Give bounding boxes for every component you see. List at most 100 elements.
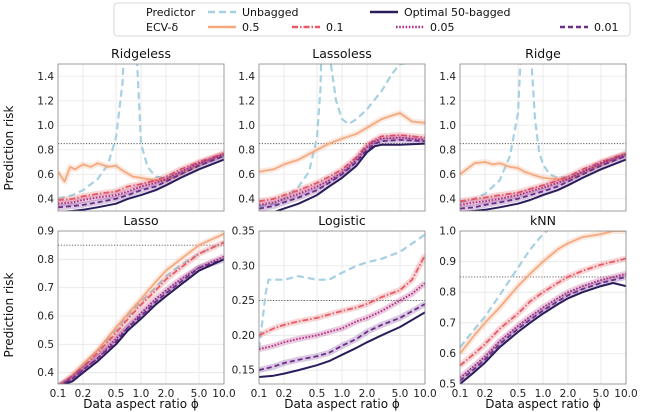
xtick-label: 5.0 — [593, 388, 610, 400]
series-group — [58, 231, 224, 384]
series-0-1 — [259, 134, 425, 203]
xtick-label: 1.0 — [334, 388, 351, 400]
ytick-label: 0.15 — [232, 365, 255, 377]
series-0-01 — [61, 258, 224, 384]
xtick-label: 1.0 — [133, 388, 150, 400]
series-0-01 — [259, 138, 425, 210]
series-unbagged — [59, 241, 224, 384]
axes-frame — [57, 230, 225, 385]
ytick-label: 0.5 — [439, 379, 456, 391]
series-optimal-50-bagged — [259, 311, 425, 378]
ytick-label: 1.0 — [439, 120, 456, 132]
panel-title: Logistic — [318, 213, 366, 228]
series-group — [259, 233, 425, 378]
series-unbagged — [460, 231, 549, 348]
ytick-label: 0.5 — [37, 339, 54, 351]
series-0-1 — [259, 254, 425, 337]
panel-lassoless: 0.4 0.6 0.8 1.0 1.2 1.4 Lassoless — [238, 46, 426, 212]
ytick-label: 0.8 — [37, 144, 54, 156]
ylabel-top: Prediction risk — [2, 106, 16, 191]
xtick-label: 0.1 — [251, 388, 268, 400]
series-optimal-50-bagged — [460, 282, 626, 384]
ytick-label: 0.6 — [37, 169, 54, 181]
series-0-05 — [259, 282, 425, 351]
series-unbagged — [58, 64, 224, 200]
axes-frame — [57, 63, 225, 212]
legend-label-optimal: Optimal 50-bagged — [404, 6, 510, 19]
ytick-label: 0.6 — [439, 169, 456, 181]
xtick-label: 2.0 — [158, 388, 175, 400]
legend-frame — [113, 2, 631, 37]
ytick-label: 1.0 — [238, 120, 255, 132]
xtick-label: 10.0 — [614, 388, 637, 400]
axes-frame — [258, 230, 426, 385]
series-0-5 — [58, 152, 224, 183]
legend-label-d01: 0.1 — [326, 21, 344, 34]
ytick-label: 0.8 — [439, 287, 456, 299]
ytick-label: 0.7 — [37, 282, 54, 294]
legend: Predictor ECV-δ Unbagged Optimal 50-bagg… — [113, 2, 631, 37]
ytick-label: 0.4 — [439, 193, 456, 205]
ytick-label: 1.2 — [439, 95, 456, 107]
ytick-label: 1.2 — [238, 95, 255, 107]
xtick-label: 0.5 — [510, 388, 527, 400]
series-group — [58, 64, 224, 211]
series-0-05 — [61, 255, 224, 384]
axes-frame — [459, 63, 627, 212]
ytick-label: 0.6 — [238, 169, 255, 181]
xtick-label: 5.0 — [392, 388, 409, 400]
legend-label-unbagged: Unbagged — [242, 6, 298, 19]
xtick-label: 0.1 — [50, 388, 67, 400]
xtick-label: 0.2 — [477, 388, 494, 400]
series-0-1 — [460, 152, 626, 203]
xtick-label: 0.1 — [452, 388, 469, 400]
xtick-label: 1.0 — [535, 388, 552, 400]
series-0-5 — [60, 232, 224, 384]
series-optimal-50-bagged — [60, 158, 224, 211]
ytick-label: 1.2 — [37, 95, 54, 107]
series-group — [460, 64, 626, 211]
series-optimal-50-bagged — [62, 258, 224, 384]
legend-label-d001: 0.01 — [594, 21, 619, 34]
ytick-label: 1.0 — [439, 226, 456, 238]
ytick-label: 0.9 — [37, 226, 54, 238]
panel-title: Ridgeless — [111, 46, 171, 61]
ytick-label: 0.6 — [439, 348, 456, 360]
xtick-label: 2.0 — [359, 388, 376, 400]
ytick-label: 1.4 — [238, 71, 255, 83]
series-0-1 — [60, 241, 224, 384]
legend-label-d005: 0.05 — [430, 21, 455, 34]
panel-title: kNN — [530, 213, 556, 228]
panel-logistic: 0.15 0.20 0.25 0.30 0.35 0.1 0.2 0.5 1.0 2.0 5.0 10… — [232, 213, 437, 400]
series-0-1 — [58, 152, 224, 201]
ytick-label: 0.4 — [37, 193, 54, 205]
panel-title: Lasso — [123, 213, 158, 228]
ytick-label: 1.4 — [439, 71, 456, 83]
band-0-1 — [460, 255, 626, 368]
series-0-05 — [259, 136, 425, 206]
band-0-01 — [460, 273, 626, 384]
xtick-label: 5.0 — [191, 388, 208, 400]
panels: 0.4 0.6 0.8 1.0 1.2 1.4 Ridgeless 0.4 0.6 0.8 1.0 1… — [37, 46, 637, 400]
panel-knn: 0.5 0.6 0.7 0.8 0.9 1.0 0.1 0.2 0.5 1.0 2.0 5.0 10.0… — [439, 213, 637, 400]
series-0-01 — [58, 155, 224, 209]
ytick-label: 0.4 — [238, 193, 255, 205]
series-0-5 — [259, 112, 425, 173]
axes-frame — [459, 230, 627, 385]
xtick-label: 0.2 — [75, 388, 92, 400]
xlabel-left: Data aspect ratio ϕ — [83, 397, 199, 411]
legend-label-d05: 0.5 — [242, 21, 260, 34]
series-unbagged — [259, 233, 425, 350]
xtick-label: 0.2 — [276, 388, 293, 400]
ytick-label: 0.7 — [439, 317, 456, 329]
xtick-label: 10.0 — [212, 388, 235, 400]
series-optimal-50-bagged — [274, 142, 425, 211]
legend-ecv-header: ECV-δ — [146, 21, 178, 34]
panel-ridge: 0.4 0.6 0.8 1.0 1.2 1.4 Ridge — [439, 46, 627, 212]
series-group — [460, 231, 626, 384]
series-0-05 — [58, 153, 224, 205]
xtick-label: 10.0 — [413, 388, 436, 400]
xtick-label: 2.0 — [560, 388, 577, 400]
ytick-label: 1.4 — [37, 71, 54, 83]
